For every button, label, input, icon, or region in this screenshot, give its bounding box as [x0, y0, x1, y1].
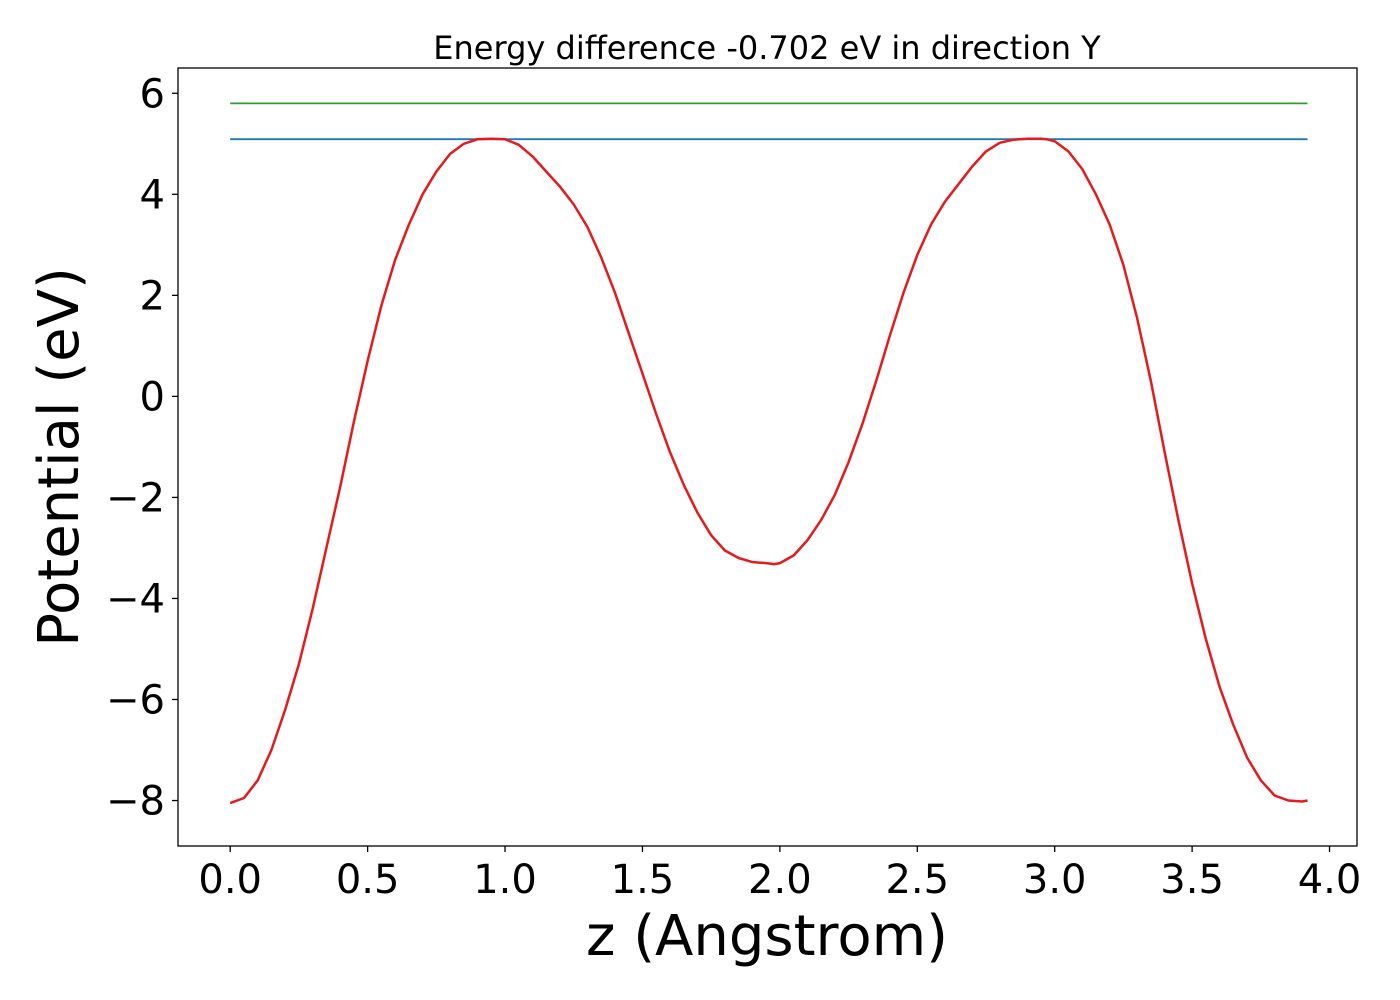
x-tick-label: 2.0: [748, 857, 812, 903]
x-tick-label: 2.5: [885, 857, 949, 903]
y-tick-label: 2: [140, 273, 165, 319]
y-tick-label: 6: [140, 71, 165, 117]
x-tick-label: 1.5: [611, 857, 675, 903]
x-tick-label: 3.5: [1160, 857, 1224, 903]
x-tick-label: 0.5: [336, 857, 400, 903]
x-axis-label: z (Angstrom): [586, 904, 948, 969]
chart-title: Energy difference -0.702 eV in direction…: [433, 29, 1101, 67]
y-tick-label: −8: [106, 779, 165, 825]
x-tick-label: 1.0: [473, 857, 537, 903]
x-axis: 0.0 0.5 1.0 1.5 2.0 2.5 3.0 3.5 4.0: [198, 846, 1361, 903]
y-tick-label: −2: [106, 475, 165, 521]
y-tick-label: 4: [140, 172, 165, 218]
y-axis-label: Potential (eV): [27, 267, 92, 647]
y-tick-label: −6: [106, 677, 165, 723]
series-line-3: [229, 137, 1308, 805]
x-tick-label: 0.0: [198, 857, 262, 903]
x-tick-label: 3.0: [1023, 857, 1087, 903]
y-tick-label: −4: [106, 576, 165, 622]
y-axis: 6 4 2 0 −2 −4 −6 −8: [106, 71, 178, 825]
plot-area: [229, 102, 1308, 805]
y-tick-label: 0: [140, 374, 165, 420]
plot-frame: [177, 67, 1358, 847]
x-tick-label: 4.0: [1298, 857, 1362, 903]
